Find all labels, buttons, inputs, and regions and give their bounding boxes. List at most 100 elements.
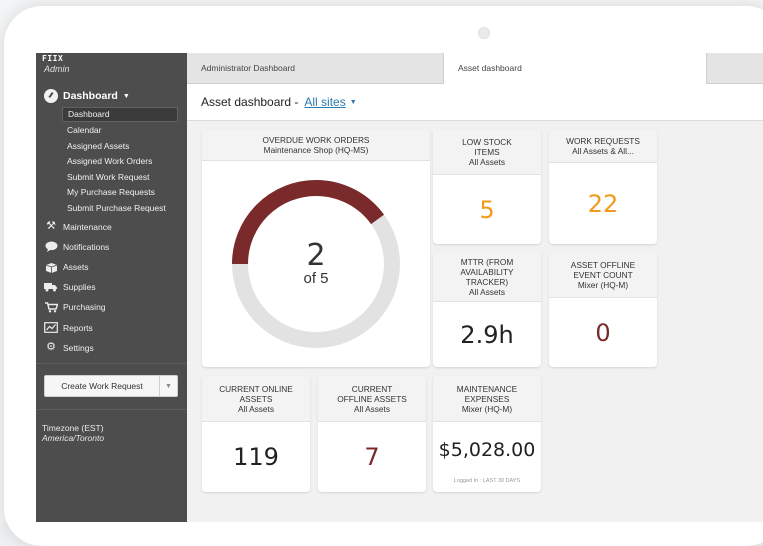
card-body: 0 [549, 298, 657, 367]
donut-progress [232, 180, 400, 348]
card-title: EXPENSES [464, 393, 510, 404]
expenses-value: $5,028.00 [438, 439, 536, 461]
gear-icon: ⚙ [46, 341, 56, 354]
tab-administrator-dashboard[interactable]: Administrator Dashboard [187, 53, 444, 84]
site-filter-link[interactable]: All sites [304, 95, 346, 109]
subnav-dashboard[interactable]: Dashboard [62, 107, 178, 122]
card-title: WORK REQUESTS [566, 135, 640, 146]
card-subtitle: All Assets & All... [572, 145, 634, 156]
sidebar-item-label: Purchasing [63, 302, 106, 313]
box-icon [44, 261, 58, 273]
page-title: Asset dashboard - All sites ▼ [187, 84, 763, 121]
card-subtitle: All Assets [469, 156, 505, 167]
card-title: ASSET OFFLINE [570, 259, 636, 270]
offline-assets-value: 7 [364, 443, 380, 471]
card-title: AVAILABILITY [460, 266, 514, 277]
card-title: OFFLINE ASSETS [337, 393, 407, 404]
sidebar-item-supplies[interactable]: Supplies [36, 277, 187, 297]
sidebar-item-assets[interactable]: Assets [36, 257, 187, 277]
sidebar-item-reports[interactable]: Reports [36, 318, 187, 338]
timezone: Timezone (EST) America/Toronto [42, 423, 104, 443]
donut-center: 2 of 5 [202, 161, 430, 367]
current-online-assets-card[interactable]: CURRENT ONLINE ASSETS All Assets 119 [202, 376, 310, 492]
chevron-down-icon[interactable]: ▼ [160, 375, 178, 397]
card-body: 2.9h [433, 302, 541, 367]
low-stock-value: 5 [479, 195, 495, 224]
tab-asset-dashboard[interactable]: Asset dashboard [444, 53, 707, 85]
timezone-value: America/Toronto [42, 433, 105, 443]
card-title: EVENT COUNT [573, 269, 633, 280]
low-stock-card[interactable]: LOW STOCK ITEMS All Assets 5 [433, 129, 541, 244]
card-title: LOW STOCK [462, 136, 512, 147]
card-header: CURRENT ONLINE ASSETS All Assets [202, 376, 310, 422]
dashboard-subnav: Dashboard Calendar Assigned Assets Assig… [36, 107, 187, 217]
sidebar-item-settings[interactable]: ⚙ Settings [36, 338, 187, 358]
sidebar-item-maintenance[interactable]: ⚒ Maintenance [36, 217, 187, 237]
mttr-value: 2.9h [460, 320, 514, 349]
card-title: ASSETS [239, 393, 273, 404]
card-subtitle: Mixer (HQ-M) [461, 403, 513, 414]
timezone-label: Timezone (EST) [42, 423, 104, 433]
nav-dashboard-label: Dashboard [63, 90, 118, 102]
camera-icon [478, 27, 490, 39]
overdue-total: of 5 [303, 270, 329, 287]
subnav-assigned-work-orders[interactable]: Assigned Work Orders [67, 156, 153, 167]
card-header: CURRENT OFFLINE ASSETS All Assets [318, 376, 426, 422]
create-work-request-button[interactable]: Create Work Request [44, 375, 160, 397]
sidebar-divider [36, 409, 187, 410]
main-content: Administrator Dashboard Asset dashboard … [187, 53, 763, 522]
card-header: MTTR (FROM AVAILABILITY TRACKER) All Ass… [433, 252, 541, 302]
card-body: 7 [318, 422, 426, 492]
sidebar-item-label: Reports [63, 322, 93, 333]
subnav-submit-work-request[interactable]: Submit Work Request [67, 171, 150, 182]
card-subtitle: Mixer (HQ-M) [577, 279, 629, 290]
subnav-submit-purchase-request[interactable]: Submit Purchase Request [67, 202, 166, 213]
sidebar-item-label: Settings [63, 342, 94, 353]
overdue-count: 2 [306, 238, 326, 273]
sidebar-item-purchasing[interactable]: Purchasing [36, 297, 187, 317]
subnav-my-purchase-requests[interactable]: My Purchase Requests [67, 187, 155, 198]
sidebar-item-label: Supplies [63, 282, 96, 293]
truck-icon [44, 281, 58, 293]
work-requests-value: 22 [587, 189, 619, 218]
dashboard-gauge-icon [44, 89, 58, 103]
card-header: LOW STOCK ITEMS All Assets [433, 129, 541, 175]
sidebar: FIIX Admin Dashboard ▼ Dashboard Calenda… [36, 53, 187, 522]
expenses-footer: Logged In : LAST 30 DAYS [453, 478, 521, 484]
card-title: CURRENT [351, 383, 393, 394]
card-title: MTTR (FROM [460, 256, 514, 267]
online-assets-value: 119 [233, 443, 279, 471]
subnav-calendar[interactable]: Calendar [67, 125, 102, 135]
asset-offline-event-count-card[interactable]: ASSET OFFLINE EVENT COUNT Mixer (HQ-M) 0 [549, 252, 657, 367]
overdue-work-orders-card[interactable]: OVERDUE WORK ORDERS Maintenance Shop (HQ… [202, 129, 430, 367]
card-title: CURRENT ONLINE [219, 383, 293, 394]
nav-dashboard[interactable]: Dashboard ▼ [36, 85, 187, 107]
card-body: $5,028.00 [433, 422, 541, 478]
device-background: FIIX Admin Dashboard ▼ Dashboard Calenda… [0, 0, 763, 522]
create-work-request-group: Create Work Request ▼ [44, 375, 178, 397]
card-title: ITEMS [474, 146, 500, 157]
subnav-assigned-assets[interactable]: Assigned Assets [67, 140, 130, 151]
cart-icon [44, 301, 58, 313]
maintenance-expenses-card[interactable]: MAINTENANCE EXPENSES Mixer (HQ-M) $5,028… [433, 376, 541, 492]
current-offline-assets-card[interactable]: CURRENT OFFLINE ASSETS All Assets 7 [318, 376, 426, 492]
tab-bar: Administrator Dashboard Asset dashboard [187, 53, 763, 85]
card-subtitle: All Assets [469, 286, 505, 297]
card-title: MAINTENANCE [456, 383, 518, 394]
card-subtitle: All Assets [354, 403, 390, 414]
overdue-donut-chart [232, 180, 400, 348]
work-requests-card[interactable]: WORK REQUESTS All Assets & All... 22 [549, 129, 657, 244]
card-body: 5 [433, 175, 541, 244]
card-header: ASSET OFFLINE EVENT COUNT Mixer (HQ-M) [549, 252, 657, 298]
speech-bubble-icon [44, 241, 58, 253]
chart-icon [44, 322, 58, 334]
sidebar-item-notifications[interactable]: Notifications [36, 237, 187, 257]
mttr-card[interactable]: MTTR (FROM AVAILABILITY TRACKER) All Ass… [433, 252, 541, 367]
card-subtitle: Maintenance Shop (HQ-MS) [263, 144, 369, 155]
card-subtitle: All Assets [238, 403, 274, 414]
card-header: MAINTENANCE EXPENSES Mixer (HQ-M) [433, 376, 541, 422]
chevron-down-icon[interactable]: ▼ [349, 98, 357, 106]
brand: FIIX Admin [36, 53, 187, 83]
app-name: FIIX [42, 54, 64, 63]
sidebar-item-label: Maintenance [63, 221, 112, 232]
